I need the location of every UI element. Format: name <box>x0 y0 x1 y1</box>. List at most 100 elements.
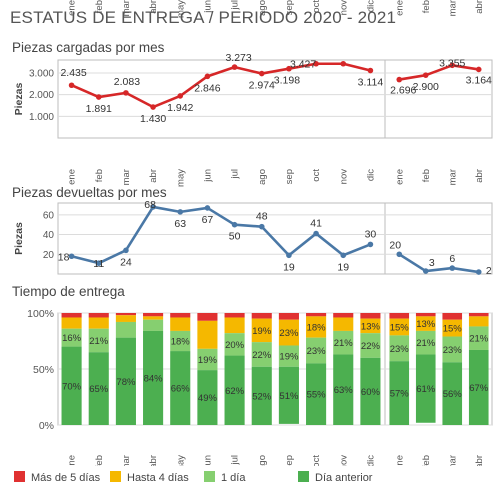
data-label: 23% <box>307 346 327 357</box>
bar-segment <box>306 337 327 364</box>
x-tick-label: abr <box>148 455 159 466</box>
data-point <box>475 66 482 73</box>
series-line-1-0 <box>71 205 371 265</box>
data-label: 19% <box>252 326 272 337</box>
bar-segment <box>468 316 489 327</box>
data-point <box>313 60 319 67</box>
x-tick-label: mar <box>121 169 132 185</box>
bar-segment <box>278 345 299 367</box>
data-label: 11 <box>93 258 104 270</box>
x-tick-label: abr <box>148 0 159 14</box>
data-label: 63 <box>174 218 186 230</box>
x-tick-label: abr <box>474 169 485 183</box>
x-tick-label: jun <box>202 169 213 183</box>
bar-segment <box>415 330 436 355</box>
data-label: 2.435 <box>60 67 86 79</box>
data-point <box>204 73 211 80</box>
x-tick-label: ene <box>394 0 405 16</box>
data-label: 55% <box>307 390 327 401</box>
data-label: 3.114 <box>358 77 384 89</box>
series-line-0-1 <box>399 64 479 81</box>
data-point <box>396 251 403 258</box>
x-tick-label: may <box>175 169 186 187</box>
data-label: 49% <box>198 393 218 404</box>
data-label: 23% <box>390 344 410 355</box>
data-point <box>231 221 238 228</box>
data-label: 3.198 <box>274 75 300 87</box>
data-label: 52% <box>252 391 272 402</box>
x-tick-label: feb <box>421 0 432 13</box>
bar-segment <box>415 313 436 317</box>
data-point <box>367 67 374 74</box>
y-tick-label: 20 <box>43 250 55 261</box>
data-label: 61% <box>416 384 436 395</box>
data-label: 20% <box>225 340 245 351</box>
legend-item-mas-5-dias: Más de 5 días <box>14 471 100 484</box>
legend-swatch <box>204 471 215 482</box>
bar-segment <box>360 313 381 319</box>
data-point <box>286 252 292 259</box>
x-tick-label: ago <box>257 455 268 466</box>
data-label: 70% <box>62 381 82 392</box>
bar-segment <box>197 320 218 349</box>
x-tick-label: mar <box>447 169 458 185</box>
bar-segment <box>143 316 164 320</box>
data-point <box>422 268 429 274</box>
data-point <box>367 241 374 248</box>
bar-segment <box>306 316 327 338</box>
x-tick-label: jul <box>230 0 241 11</box>
bar-segment <box>143 330 164 425</box>
bar-segment <box>88 352 109 425</box>
bar-segment <box>115 315 136 322</box>
bar-segment <box>170 317 191 331</box>
bar-segment <box>88 313 109 318</box>
section-title-tiempo: Tiempo de entrega <box>12 284 125 299</box>
bar-segment <box>415 354 436 423</box>
bar-segment <box>333 330 354 355</box>
data-label: 21% <box>89 336 109 347</box>
x-tick-label: jul <box>230 455 241 466</box>
x-tick-label: mar <box>121 0 132 16</box>
x-tick-label: feb <box>94 455 105 466</box>
data-label: 3.355 <box>439 57 465 69</box>
x-tick-label: mar <box>447 0 458 16</box>
data-point <box>231 64 238 70</box>
page-title: ESTATUS DE ENTREGA / PERIODO 2020 - 2021 <box>10 8 397 27</box>
legend-item-hasta-4-dias: Hasta 4 días <box>110 471 189 484</box>
bar-segment <box>360 333 381 358</box>
data-label: 84% <box>144 373 164 384</box>
x-tick-label: dic <box>365 455 376 466</box>
bar-segment <box>360 357 381 425</box>
bar-segment <box>224 317 245 334</box>
bar-segment <box>306 313 327 317</box>
data-label: 3.273 <box>225 52 251 64</box>
bar-segment <box>61 313 82 318</box>
bar-segment <box>115 337 136 425</box>
legend-swatch <box>14 471 25 482</box>
x-tick-label: dic <box>365 0 376 12</box>
y-tick-label: 50% <box>33 364 54 376</box>
data-point <box>449 62 456 69</box>
bar-segment <box>278 313 299 320</box>
x-tick-label: jun <box>202 0 213 14</box>
data-label: 2.974 <box>249 80 275 92</box>
data-label: 19% <box>198 355 218 366</box>
y-tick-label: 1.000 <box>29 112 54 123</box>
data-point <box>340 252 347 259</box>
bar-segment <box>468 313 489 317</box>
y-tick-label: 40 <box>43 230 55 241</box>
data-label: 18% <box>171 337 191 348</box>
data-label: 65% <box>89 384 109 395</box>
bar-segment <box>333 354 354 425</box>
x-tick-label: nov <box>338 169 349 185</box>
data-label: 15% <box>390 323 410 334</box>
data-label: 22% <box>361 341 381 352</box>
bar-segment <box>224 355 245 425</box>
data-point <box>150 204 156 210</box>
bar-segment <box>389 318 410 336</box>
x-tick-label: may <box>175 0 186 18</box>
data-label: 2.696 <box>390 85 416 97</box>
data-label: 68 <box>144 199 156 211</box>
x-tick-label: sep <box>284 0 295 15</box>
y-tick-label: 3.000 <box>29 69 54 80</box>
